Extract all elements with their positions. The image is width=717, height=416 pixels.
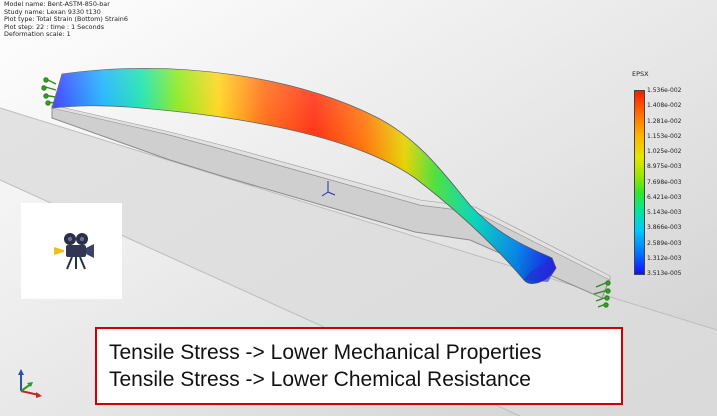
caption-line-chemical: Tensile Stress -> Lower Chemical Resista… [109, 368, 531, 391]
movie-camera-icon[interactable] [54, 229, 96, 271]
legend-tick-label: 1.153e-002 [647, 132, 682, 140]
undeformed-bar-top [51, 104, 611, 281]
legend-tick-label: 8.975e-003 [647, 163, 682, 171]
legend-color-bar [634, 90, 645, 275]
deformation-scale: Deformation scale: 1 [4, 30, 71, 39]
legend-tick-label: 1.312e-003 [647, 254, 682, 262]
origin-axis-icon [321, 181, 336, 197]
legend-tick-labels: 1.536e-002 1.408e-002 1.281e-002 1.153e-002… [647, 87, 707, 277]
deformed-bar-end-face [524, 258, 556, 282]
plot-type: Plot type: Total Strain (Bottom) Strain6 [4, 15, 128, 24]
legend-tick-label: 1.281e-002 [647, 117, 682, 125]
legend-tick-label: 1.025e-002 [647, 148, 682, 155]
legend-tick-label: 1.408e-002 [647, 102, 682, 110]
legend-title: EPSX [632, 70, 649, 78]
legend-tick-label: 2.589e-003 [647, 239, 682, 247]
fixture-left-icon [41, 77, 57, 106]
deformed-bar-shading [52, 68, 556, 284]
caption-box: Tensile Stress -> Lower Mechanical Prope… [95, 327, 623, 405]
video-placeholder[interactable] [21, 203, 122, 299]
fixture-right-icon [593, 280, 611, 308]
strain-legend: EPSX 1.536e-002 1.408e-002 1.281e-002 1.153… [628, 70, 698, 280]
legend-tick-label: 1.536e-002 [647, 87, 682, 94]
legend-tick-label: 5.143e-003 [647, 209, 682, 216]
plot-step: Plot step: 22 : time : 1 Seconds [4, 22, 105, 31]
legend-tick-label: 3.513e-005 [647, 270, 682, 277]
study-name: Study name: Lexan 9330 t130 [4, 7, 101, 16]
legend-tick-label: 3.866e-003 [647, 224, 682, 232]
caption-line-mechanical: Tensile Stress -> Lower Mechanical Prope… [109, 341, 542, 364]
legend-tick-label: 6.421e-003 [647, 193, 682, 201]
xyz-axis-triad-icon [18, 369, 42, 398]
model-info: Model name: Bent-ASTM-850-bar Study name… [4, 0, 128, 39]
legend-tick-label: 7.698e-003 [647, 178, 682, 186]
model-name: Model name: Bent-ASTM-850-bar [4, 0, 110, 8]
